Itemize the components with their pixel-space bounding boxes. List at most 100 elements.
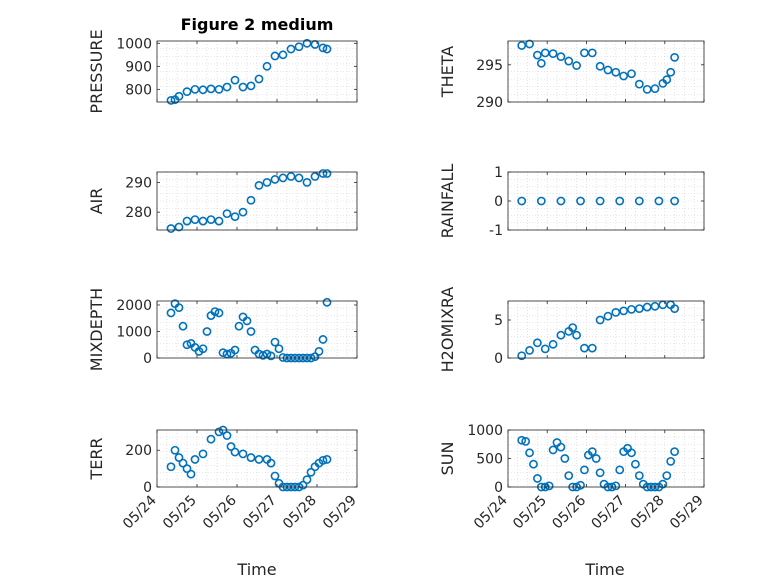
data-point bbox=[178, 321, 188, 331]
y-tick-label: 0 bbox=[494, 194, 503, 210]
data-point bbox=[258, 350, 268, 360]
data-point bbox=[529, 459, 538, 469]
y-tick-label: 290 bbox=[476, 95, 503, 111]
y-axis-label: MIXDEPTH bbox=[87, 288, 106, 371]
axes-box bbox=[156, 171, 358, 231]
data-point bbox=[517, 435, 527, 445]
data-point bbox=[572, 330, 581, 340]
data-point bbox=[322, 169, 332, 178]
data-point bbox=[238, 449, 248, 459]
data-point bbox=[595, 196, 605, 206]
data-point bbox=[572, 61, 581, 70]
y-tick-label: -1 bbox=[489, 223, 503, 239]
data-point bbox=[314, 346, 324, 356]
y-tick-label: 1000 bbox=[467, 423, 503, 439]
data-point bbox=[230, 345, 240, 355]
data-point bbox=[595, 315, 605, 325]
data-point bbox=[591, 454, 601, 463]
data-point bbox=[533, 338, 542, 348]
data-point bbox=[662, 75, 672, 85]
data-point bbox=[170, 445, 180, 455]
data-point bbox=[178, 458, 188, 468]
data-point bbox=[270, 471, 280, 481]
x-axis-label-right: Time bbox=[584, 560, 624, 579]
data-point bbox=[611, 481, 621, 491]
data-point bbox=[615, 196, 625, 206]
data-point bbox=[302, 38, 312, 48]
data-point bbox=[517, 41, 527, 50]
data-point bbox=[564, 471, 574, 480]
data-point bbox=[560, 454, 570, 463]
data-point bbox=[548, 339, 558, 349]
y-axis-label: TERR bbox=[87, 437, 106, 480]
data-point bbox=[536, 196, 546, 206]
data-point bbox=[302, 178, 312, 187]
data-point bbox=[222, 431, 232, 440]
x-tick-label: 05/27 bbox=[589, 493, 629, 533]
data-point bbox=[318, 43, 328, 53]
data-point bbox=[634, 304, 644, 313]
subplot-terr_msl: 0 200 TERR 05/24 05/25 05/26 05/27 05/28 05/29 bbox=[87, 425, 360, 533]
data-point bbox=[198, 449, 208, 459]
data-point bbox=[246, 327, 256, 336]
y-axis-label: H2OMIXRA bbox=[438, 287, 457, 373]
data-point bbox=[246, 81, 256, 91]
data-point bbox=[587, 343, 597, 353]
axes-box bbox=[507, 40, 705, 103]
x-tick-label: 05/24 bbox=[471, 492, 511, 532]
data-point bbox=[318, 169, 328, 178]
data-point bbox=[186, 469, 196, 479]
subplot-air_temp: 280 290 AIR bbox=[87, 169, 358, 233]
x-tick-label: 05/27 bbox=[240, 493, 280, 533]
data-point bbox=[544, 481, 554, 491]
data-point bbox=[548, 49, 558, 59]
data-point bbox=[670, 52, 679, 62]
data-point bbox=[650, 84, 660, 94]
data-point bbox=[666, 456, 676, 466]
data-point bbox=[634, 471, 644, 480]
data-point bbox=[278, 173, 288, 183]
data-point bbox=[278, 353, 288, 362]
data-point bbox=[619, 306, 629, 316]
data-point bbox=[670, 196, 679, 206]
data-point bbox=[278, 50, 288, 60]
data-point bbox=[166, 95, 176, 105]
data-point bbox=[206, 215, 216, 224]
data-point bbox=[517, 351, 527, 361]
y-tick-label: 1 bbox=[494, 165, 503, 181]
data-point bbox=[556, 330, 566, 340]
data-point bbox=[576, 196, 585, 206]
y-tick-label: 1000 bbox=[116, 324, 152, 340]
data-point bbox=[198, 344, 208, 354]
data-point bbox=[310, 172, 320, 181]
data-point bbox=[666, 67, 676, 77]
data-point bbox=[615, 465, 625, 475]
subplot-theta: 290 295 THETA bbox=[438, 39, 705, 111]
data-point bbox=[234, 321, 244, 331]
data-point bbox=[294, 173, 304, 183]
data-point bbox=[182, 340, 192, 350]
data-point bbox=[190, 455, 200, 464]
data-point bbox=[174, 453, 184, 462]
data-point bbox=[270, 175, 280, 184]
data-point bbox=[517, 196, 527, 206]
subplot-h2omixra: 0 5 H2OMIXRA bbox=[438, 287, 705, 373]
data-point bbox=[262, 178, 272, 187]
axes-box bbox=[507, 300, 705, 359]
x-tick-label: 05/26 bbox=[549, 492, 589, 532]
data-point bbox=[166, 308, 176, 318]
data-point bbox=[262, 61, 272, 71]
data-point bbox=[654, 196, 664, 206]
data-point bbox=[166, 462, 176, 472]
x-tick-label: 05/29 bbox=[667, 493, 707, 533]
data-point bbox=[198, 216, 208, 226]
data-point bbox=[270, 337, 280, 347]
data-point bbox=[627, 448, 636, 458]
data-point bbox=[206, 84, 216, 94]
data-point bbox=[222, 209, 232, 219]
data-point bbox=[298, 480, 308, 490]
data-point bbox=[595, 468, 605, 478]
data-point bbox=[322, 455, 332, 464]
data-point bbox=[318, 455, 328, 465]
y-tick-label: 200 bbox=[125, 443, 152, 459]
